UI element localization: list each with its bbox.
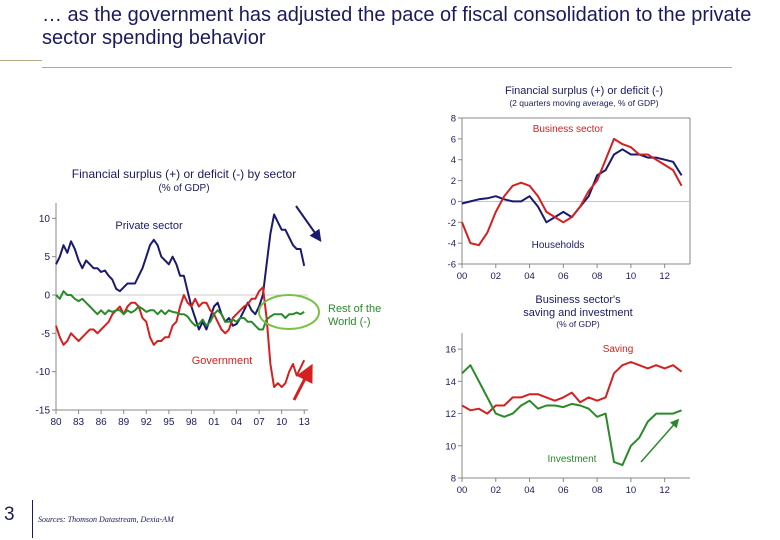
chart-left-series: [55, 213, 306, 388]
x-tick-label: 02: [490, 271, 501, 282]
saving-investment-chart: Business sector's saving and investment …: [445, 294, 690, 496]
x-tick-label: 06: [558, 271, 569, 282]
label-rest-of-world-line1: Rest of the: [328, 303, 381, 315]
series-line-government: [55, 286, 306, 388]
y-tick-label: 14: [445, 377, 456, 388]
label-government: Government: [192, 355, 253, 367]
y-tick-label: 0: [451, 197, 456, 208]
x-tick-label: 10: [626, 485, 637, 496]
y-tick-label: -10: [36, 367, 51, 378]
y-tick-label: 6: [451, 134, 456, 145]
y-tick-label: 12: [445, 409, 456, 420]
y-tick-label: 8: [451, 114, 456, 125]
chart-br-series: [461, 361, 683, 467]
y-tick-label: -4: [448, 239, 456, 250]
title-rule-left: [0, 60, 42, 61]
y-tick-label: -6: [448, 260, 456, 271]
x-tick-label: 08: [592, 271, 603, 282]
x-tick-label: 07: [254, 417, 266, 428]
y-tick-label: 2: [451, 176, 456, 187]
chart-tr-subtitle: (2 quarters moving average, % of GDP): [509, 98, 658, 108]
x-tick-label: 04: [231, 417, 243, 428]
chart-br-title-line1: Business sector's: [535, 294, 621, 306]
label-households: Households: [532, 240, 585, 251]
y-tick-label: 0: [44, 291, 50, 302]
series-line-investment: [461, 364, 682, 467]
y-tick-label: -2: [448, 218, 456, 229]
rest-of-world-highlight-ellipse: [258, 294, 320, 330]
x-tick-label: 00: [457, 485, 468, 496]
source-note: Sources: Thomson Datastream, Dexia-AM: [38, 515, 174, 524]
y-tick-label: 16: [445, 345, 456, 356]
x-tick-label: 04: [524, 271, 535, 282]
label-saving: Saving: [603, 344, 634, 355]
x-tick-label: 12: [659, 271, 670, 282]
label-rest-of-world: Rest of the World (-): [328, 303, 384, 328]
y-tick-label: 4: [451, 155, 456, 166]
series-line-households: [461, 137, 683, 247]
business-households-chart: Financial surplus (+) or deficit (-) (2 …: [448, 85, 691, 282]
label-investment: Investment: [548, 454, 597, 465]
investment-arrow: [640, 418, 680, 463]
x-tick-label: 06: [558, 485, 569, 496]
x-tick-label: 01: [208, 417, 220, 428]
y-tick-label: 8: [451, 474, 456, 485]
slide-title: … as the government has adjusted the pac…: [42, 4, 752, 49]
x-tick-label: 10: [276, 417, 288, 428]
label-private-sector: Private sector: [115, 220, 183, 232]
x-tick-label: 10: [626, 271, 637, 282]
government-arrow: [292, 363, 313, 401]
chart-tr-axes: 8 6 4 2 0 -2 -4 -600 02 04 06 08 10 12: [448, 114, 691, 282]
y-tick-label: -5: [41, 329, 50, 340]
series-line-business-sector: [461, 148, 683, 224]
label-business-sector: Business sector: [533, 124, 604, 135]
x-tick-label: 02: [490, 485, 501, 496]
footer-rule: [32, 500, 33, 538]
label-rest-of-world-line2: World (-): [328, 316, 371, 328]
chart-br-subtitle: (% of GDP): [556, 319, 600, 329]
x-tick-label: 98: [186, 417, 198, 428]
series-line-rest-of-the-world: [55, 290, 305, 331]
y-tick-label: 5: [44, 252, 50, 263]
chart-br-axes: 16 14 12 10 800 02 04 06 08 10 12: [445, 333, 690, 496]
title-rule: [42, 67, 732, 68]
x-tick-label: 12: [659, 485, 670, 496]
y-tick-label: 10: [445, 441, 456, 452]
x-tick-label: 95: [163, 417, 175, 428]
page-number: 3: [4, 504, 15, 525]
x-tick-label: 00: [457, 271, 468, 282]
x-tick-label: 86: [96, 417, 108, 428]
x-tick-label: 04: [524, 485, 535, 496]
y-tick-label: 10: [39, 214, 51, 225]
x-tick-label: 13: [299, 417, 311, 428]
x-tick-label: 83: [73, 417, 85, 428]
chart-left-title: Financial surplus (+) or deficit (-) by …: [72, 167, 296, 181]
chart-tr-title: Financial surplus (+) or deficit (-): [505, 85, 663, 97]
private-sector-arrow: [295, 205, 322, 242]
sector-balance-chart: Financial surplus (+) or deficit (-) by …: [36, 167, 384, 428]
chart-left-subtitle: (% of GDP): [158, 183, 209, 194]
chart-br-title-line2: saving and investment: [523, 307, 632, 319]
series-line-saving: [461, 361, 683, 415]
chart-tr-series: [461, 137, 683, 247]
x-tick-label: 80: [50, 417, 62, 428]
x-tick-label: 08: [592, 485, 603, 496]
y-tick-label: -15: [36, 406, 51, 417]
x-tick-label: 92: [141, 417, 153, 428]
x-tick-label: 89: [118, 417, 130, 428]
